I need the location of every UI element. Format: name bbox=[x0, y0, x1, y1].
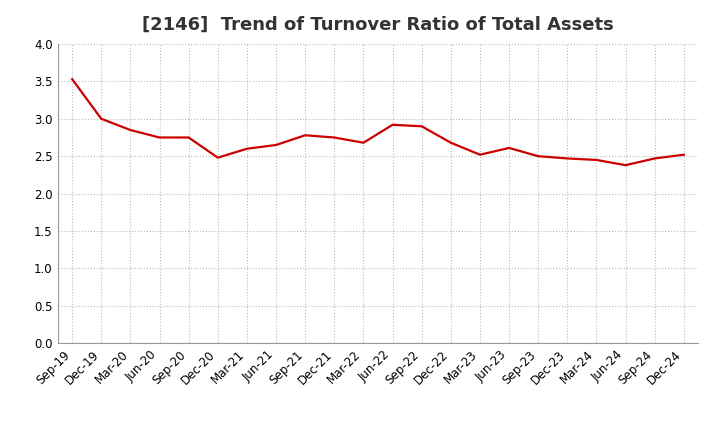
Title: [2146]  Trend of Turnover Ratio of Total Assets: [2146] Trend of Turnover Ratio of Total … bbox=[142, 16, 614, 34]
